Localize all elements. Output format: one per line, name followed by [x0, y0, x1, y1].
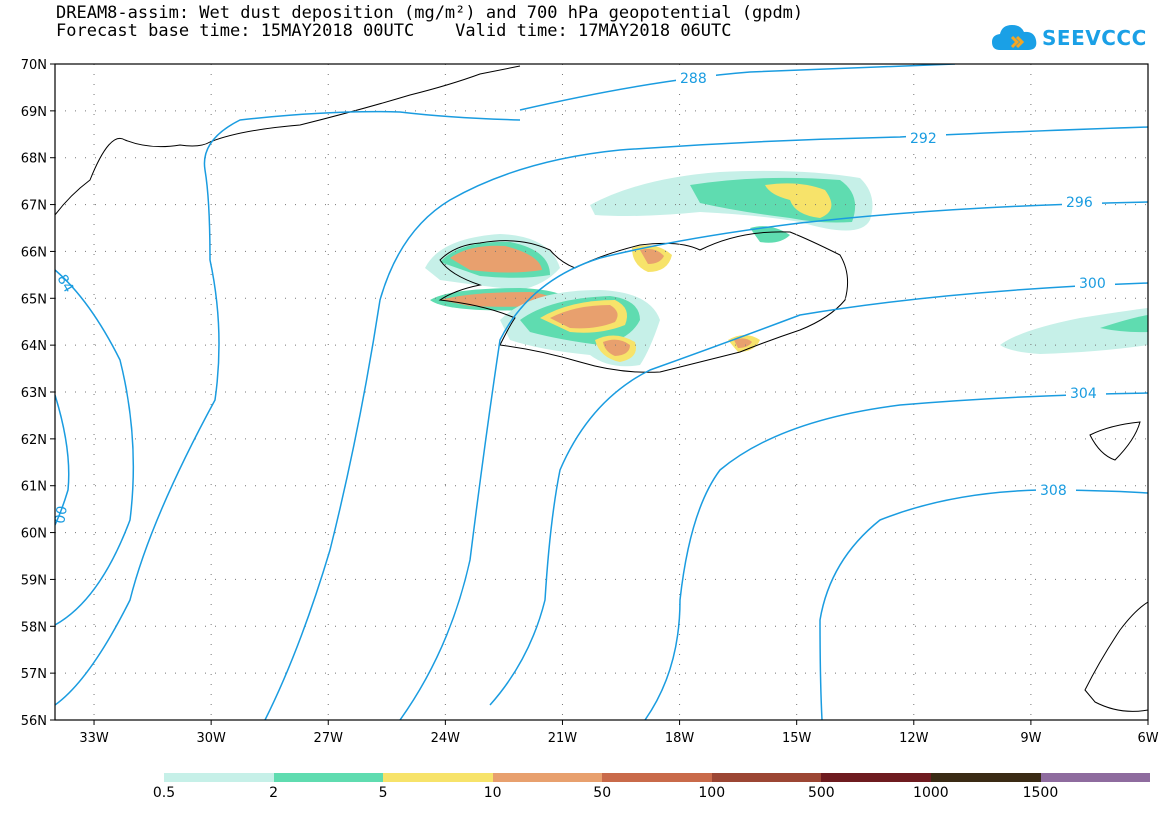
dust-plume-east: [1000, 308, 1148, 354]
map-frame: [54, 63, 1149, 721]
lat-tick-label: 64N: [21, 339, 47, 354]
lat-tick-label: 61N: [21, 480, 47, 495]
lat-tick-label: 65N: [21, 292, 47, 307]
contour-296: [399, 201, 1148, 720]
lon-tick-label: 12W: [899, 731, 929, 746]
legend-swatch: [383, 773, 493, 782]
color-legend: [164, 773, 1151, 782]
legend-label: 1000: [913, 785, 949, 801]
contour-label-300: 300: [1079, 276, 1106, 292]
lat-tick-label: 56N: [21, 714, 47, 729]
legend-label: 50: [593, 785, 612, 801]
legend-label: 500: [807, 785, 835, 801]
lon-tick-label: 21W: [548, 731, 578, 746]
contour-label-288: 288: [680, 71, 707, 87]
legend-label: 1500: [1022, 785, 1059, 801]
logo-text: SEEVCCC: [1042, 26, 1147, 50]
legend-swatch: [1040, 773, 1151, 782]
contour-label-304: 304: [1070, 386, 1097, 402]
contour-label-296: 296: [1066, 195, 1093, 211]
lat-tick-label: 69N: [21, 105, 47, 120]
contour-label-292: 292: [910, 131, 937, 147]
contour-284: [55, 269, 135, 626]
axis-ticks: 70N 69N 68N 67N 66N 65N 64N 63N 62N 61N 60N 59N 58N 5…: [21, 58, 1159, 746]
faroe-coast: [1089, 421, 1141, 461]
scotland-coast: [1084, 601, 1148, 712]
lat-tick-label: 60N: [21, 527, 47, 542]
dust-plume-north-peak: [765, 183, 832, 218]
dust-deposition-fields: [425, 170, 1148, 367]
coastlines: [55, 65, 1148, 712]
legend-swatch: [492, 773, 603, 782]
legend-label: 5: [378, 785, 388, 801]
legend-swatch: [930, 773, 1041, 782]
lon-tick-label: 18W: [665, 731, 695, 746]
lat-tick-label: 63N: [21, 386, 47, 401]
legend-label: 10: [483, 785, 502, 801]
contour-292: [264, 126, 1148, 720]
contour-308: [819, 489, 1148, 720]
lon-tick-label: 9W: [1020, 731, 1041, 746]
legend-swatch: [821, 773, 931, 782]
geopotential-contours: [55, 64, 1148, 720]
legend-swatch: [164, 773, 274, 782]
lat-tick-label: 70N: [21, 58, 47, 73]
legend-swatch: [711, 773, 822, 782]
lat-tick-label: 59N: [21, 573, 47, 588]
dust-iceland-westfjords-peak: [450, 245, 542, 273]
contour-label-284: 84: [54, 272, 77, 296]
lon-tick-label: 27W: [314, 731, 344, 746]
contour-304: [644, 392, 1148, 720]
dust-iceland-central-peak: [550, 305, 618, 329]
lat-tick-label: 67N: [21, 199, 47, 214]
legend-swatch: [273, 773, 384, 782]
lat-tick-label: 57N: [21, 667, 47, 682]
dust-plume-east-core: [1100, 315, 1148, 333]
lon-tick-label: 6W: [1137, 731, 1158, 746]
dust-iceland-south-peak: [603, 339, 630, 356]
legend-label: 100: [698, 785, 726, 801]
greenland-coast: [55, 65, 521, 216]
legend-swatch: [602, 773, 712, 782]
legend-label: 0.5: [152, 785, 176, 801]
contour-label-308: 308: [1040, 483, 1067, 499]
lon-tick-label: 24W: [431, 731, 461, 746]
dust-plume-northeast: [750, 226, 790, 243]
seevccc-logo: SEEVCCC: [990, 20, 1150, 56]
lon-tick-label: 33W: [79, 731, 109, 746]
legend-label: 2: [269, 785, 279, 801]
dust-iceland-southeast-peak: [734, 338, 752, 348]
lat-tick-label: 66N: [21, 245, 47, 260]
forecast-times: Forecast base time: 15MAY2018 00UTC Vali…: [56, 21, 732, 41]
lat-tick-label: 62N: [21, 433, 47, 448]
lon-tick-label: 30W: [196, 731, 226, 746]
dust-iceland-north-peak: [640, 248, 664, 264]
contour-280: [55, 394, 70, 526]
graticule: [55, 63, 1149, 721]
lat-tick-label: 58N: [21, 620, 47, 635]
chart-title: DREAM8-assim: Wet dust deposition (mg/m²…: [56, 3, 804, 23]
contour-label-280: 00: [50, 504, 69, 524]
cloud-icon: [992, 25, 1037, 50]
lat-tick-label: 68N: [21, 152, 47, 167]
contour-300: [489, 282, 1148, 706]
lon-tick-label: 15W: [782, 731, 812, 746]
contour-288: [55, 64, 956, 706]
map-plot: 288 292 296 300 304 308 84 00 70N 69N 68N 6…: [21, 58, 1159, 746]
